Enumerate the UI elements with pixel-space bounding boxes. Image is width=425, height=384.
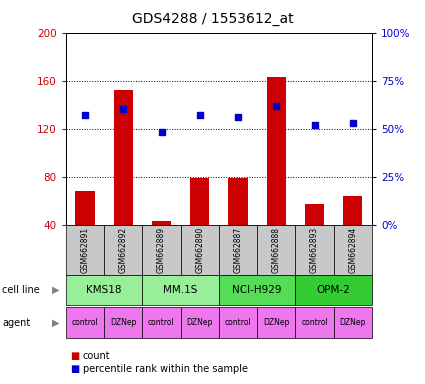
Text: percentile rank within the sample: percentile rank within the sample — [83, 364, 248, 374]
Text: control: control — [72, 318, 98, 327]
Text: control: control — [148, 318, 175, 327]
Bar — [104, 307, 142, 338]
Bar — [219, 307, 257, 338]
Text: cell line: cell line — [2, 285, 40, 295]
Text: agent: agent — [2, 318, 30, 328]
Text: DZNep: DZNep — [263, 318, 289, 327]
Bar — [152, 221, 171, 225]
Bar — [229, 178, 247, 225]
Text: control: control — [301, 318, 328, 327]
Text: KMS18: KMS18 — [86, 285, 122, 295]
Bar — [181, 225, 219, 275]
Bar — [142, 307, 181, 338]
Text: GSM662890: GSM662890 — [195, 227, 204, 273]
Bar — [267, 77, 286, 225]
Text: count: count — [83, 351, 110, 361]
Text: DZNep: DZNep — [187, 318, 213, 327]
Bar — [295, 275, 372, 305]
Text: GSM662891: GSM662891 — [80, 227, 90, 273]
Text: GSM662889: GSM662889 — [157, 227, 166, 273]
Bar — [305, 204, 324, 225]
Text: ■: ■ — [70, 364, 79, 374]
Text: GSM662887: GSM662887 — [233, 227, 243, 273]
Text: DZNep: DZNep — [340, 318, 366, 327]
Text: OPM-2: OPM-2 — [317, 285, 351, 295]
Bar — [343, 196, 362, 225]
Point — [82, 112, 88, 118]
Bar — [66, 307, 104, 338]
Bar — [219, 275, 295, 305]
Bar — [142, 225, 181, 275]
Text: ▶: ▶ — [51, 285, 59, 295]
Text: GSM662892: GSM662892 — [119, 227, 128, 273]
Text: GDS4288 / 1553612_at: GDS4288 / 1553612_at — [132, 12, 293, 25]
Point — [235, 114, 241, 120]
Point — [158, 129, 165, 136]
Point — [273, 103, 280, 109]
Text: NCI-H929: NCI-H929 — [232, 285, 282, 295]
Bar — [334, 307, 372, 338]
Bar — [219, 225, 257, 275]
Point — [120, 106, 127, 113]
Text: ■: ■ — [70, 351, 79, 361]
Point — [349, 120, 356, 126]
Text: control: control — [225, 318, 251, 327]
Bar — [113, 90, 133, 225]
Point — [196, 112, 203, 118]
Bar — [257, 307, 295, 338]
Text: GSM662893: GSM662893 — [310, 227, 319, 273]
Bar — [257, 225, 295, 275]
Bar — [76, 191, 94, 225]
Bar — [181, 307, 219, 338]
Bar — [334, 225, 372, 275]
Bar — [142, 275, 219, 305]
Text: GSM662894: GSM662894 — [348, 227, 357, 273]
Text: ▶: ▶ — [51, 318, 59, 328]
Bar — [190, 178, 209, 225]
Text: GSM662888: GSM662888 — [272, 227, 281, 273]
Text: MM.1S: MM.1S — [164, 285, 198, 295]
Bar — [104, 225, 142, 275]
Bar — [66, 275, 142, 305]
Bar — [295, 307, 334, 338]
Text: DZNep: DZNep — [110, 318, 136, 327]
Bar — [66, 225, 104, 275]
Point — [311, 122, 318, 128]
Bar — [295, 225, 334, 275]
